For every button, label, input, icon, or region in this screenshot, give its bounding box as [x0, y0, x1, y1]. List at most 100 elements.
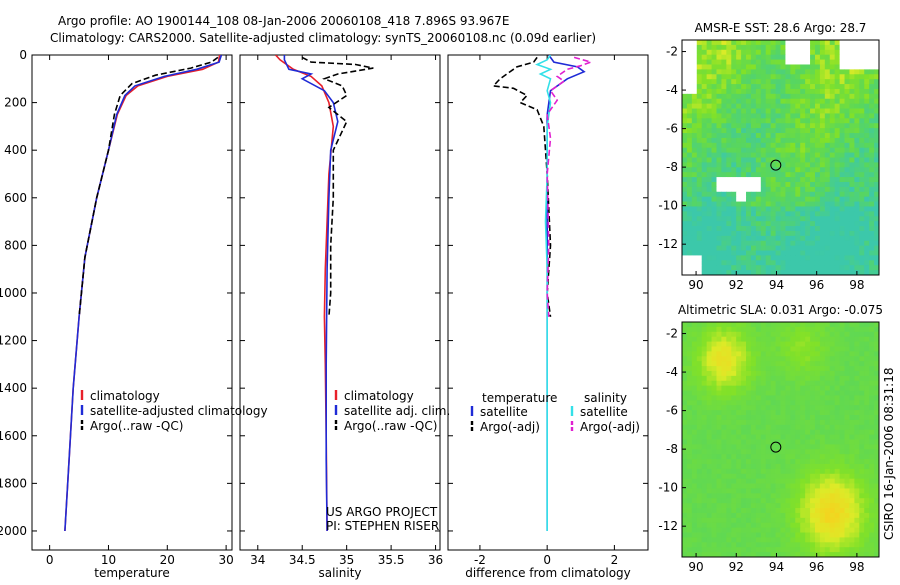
sla-map-cell	[760, 459, 767, 465]
sst-map-cell	[770, 64, 776, 70]
sla-map-cell	[760, 390, 767, 396]
sla-map-cell	[819, 351, 826, 357]
sla-map-cell	[711, 336, 717, 342]
sla-map-cell	[800, 415, 806, 421]
sst-map-cell	[741, 255, 747, 261]
sst-map-cell	[874, 98, 880, 105]
sst-map-cell	[760, 147, 767, 154]
sst-map-cell	[686, 221, 693, 227]
sla-map-cell	[824, 459, 831, 465]
sla-map-cell	[750, 473, 757, 480]
sst-map-cell	[746, 74, 752, 80]
sla-map-cell	[736, 439, 742, 445]
sst-map-cell	[814, 181, 821, 188]
sla-map-cell	[731, 375, 737, 382]
sla-map-cell	[736, 385, 742, 391]
sla-map-cell	[800, 552, 806, 558]
sst-map-cell	[869, 113, 875, 119]
sla-map-cell	[746, 326, 752, 333]
sla-map-cell	[854, 434, 860, 440]
sla-map-cell	[750, 459, 757, 465]
sst-map-cell	[839, 191, 845, 198]
sla-map-cell	[682, 395, 688, 401]
sst-map-cell	[760, 201, 767, 207]
sst-map-cell	[785, 177, 791, 183]
sla-map-cell	[731, 366, 737, 372]
sst-map-cell	[834, 167, 840, 173]
sst-map-cell	[701, 245, 708, 251]
sla-map-cell	[869, 356, 875, 362]
sst-map-cell	[844, 137, 850, 144]
sla-map-cell	[765, 439, 772, 445]
sla-map-cell	[849, 517, 855, 524]
sla-map-cell	[814, 547, 821, 553]
sst-map-cell	[696, 88, 703, 95]
sla-map-cell	[805, 468, 811, 475]
sst-map-cell	[859, 177, 865, 183]
sst-map-cell	[760, 152, 767, 158]
sst-map-cell	[854, 167, 860, 173]
sla-map-cell	[795, 498, 801, 504]
sla-map-cell	[854, 415, 860, 421]
sst-map-cell	[844, 250, 850, 256]
sst-map-cell	[746, 211, 752, 217]
sst-map-cell	[800, 172, 806, 178]
sst-map-cell	[686, 206, 693, 212]
sst-map-cell	[711, 59, 717, 65]
sla-map-cell	[765, 385, 772, 391]
sst-map-cell	[716, 79, 722, 85]
sst-map-cell	[864, 98, 870, 105]
sla-map-cell	[696, 424, 703, 431]
sst-map-cell	[849, 211, 855, 217]
sla-map-cell	[765, 361, 772, 367]
sla-map-cell	[795, 522, 801, 529]
sla-map-cell	[726, 361, 732, 367]
sst-map-cell	[706, 211, 712, 217]
sst-map-cell	[795, 177, 801, 183]
sla-map-cell	[716, 390, 722, 396]
sla-map-cell	[721, 537, 727, 543]
sst-map-cell	[874, 162, 880, 168]
sst-map-cell	[741, 260, 747, 266]
sst-map-cell	[834, 98, 840, 105]
sla-map-cell	[711, 459, 717, 465]
sla-map-cell	[785, 512, 791, 519]
sla-map-cell	[869, 395, 875, 401]
sst-map-cell	[750, 157, 757, 163]
sst-map-cell	[780, 103, 786, 109]
sla-map-cell	[874, 434, 880, 440]
sst-map-cell	[869, 59, 875, 65]
sla-map-cell	[711, 508, 717, 514]
salinity-series-line-2	[301, 56, 374, 317]
sst-map-cell	[711, 226, 717, 232]
sst-map-cell	[741, 181, 747, 188]
sst-map-cell	[760, 49, 767, 56]
sst-map-cell	[755, 181, 762, 188]
sla-map-cell	[686, 483, 693, 489]
sla-map-cell	[746, 395, 752, 401]
sla-map-cell	[785, 419, 791, 426]
sla-map-cell	[854, 390, 860, 396]
sst-map-cell	[721, 196, 727, 202]
sst-map-cell	[790, 177, 796, 183]
sst-map-cell	[864, 270, 870, 276]
sla-map-cell	[869, 415, 875, 421]
sla-map-cell	[874, 419, 880, 426]
sst-map-cell	[701, 74, 708, 80]
sst-map-cell	[800, 157, 806, 163]
sst-map-cell	[741, 265, 747, 271]
sla-map-cell	[814, 366, 821, 372]
sst-map-cell	[780, 260, 786, 266]
sst-map-cell	[682, 40, 688, 46]
sst-map-cell	[750, 84, 757, 90]
sst-map-cell	[829, 113, 836, 119]
sst-map-cell	[736, 44, 742, 51]
sla-map-cell	[711, 351, 717, 357]
sst-map-cell	[721, 49, 727, 56]
sla-map-cell	[810, 434, 816, 440]
sla-map-cell	[701, 419, 708, 426]
sla-map-cell	[750, 527, 757, 533]
sst-map-cell	[795, 59, 801, 65]
sst-map-cell	[839, 123, 845, 129]
sla-map-cell	[819, 356, 826, 362]
